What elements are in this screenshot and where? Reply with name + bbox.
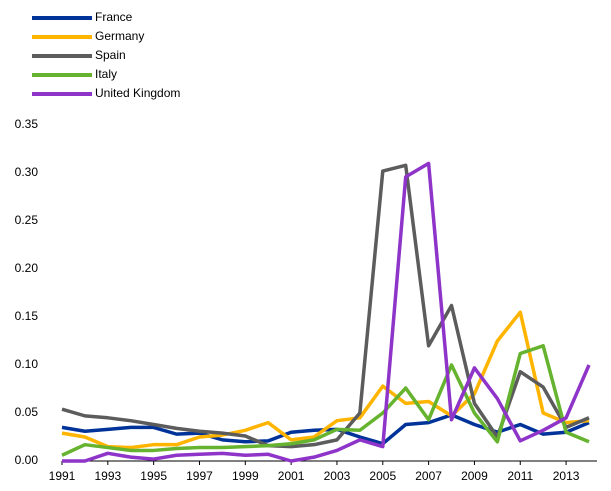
x-tick-label: 1997	[186, 469, 213, 483]
x-tick-label: 2005	[369, 469, 396, 483]
x-tick-label: 2011	[507, 469, 533, 483]
legend-label: Spain	[95, 48, 126, 62]
x-tick-label: 1999	[232, 469, 259, 483]
y-tick-label: 0.35	[15, 117, 39, 131]
x-tick-label: 2009	[461, 469, 488, 483]
y-tick-label: 0.30	[15, 165, 39, 179]
legend-label: Italy	[95, 67, 117, 81]
series-line	[61, 163, 590, 449]
y-tick-label: 0.00	[15, 453, 39, 467]
x-tick-label: 2001	[278, 469, 305, 483]
x-tick-label: 1993	[94, 469, 121, 483]
y-tick-label: 0.05	[15, 405, 39, 419]
y-tick-label: 0.15	[15, 309, 39, 323]
legend-label: United Kingdom	[95, 86, 180, 100]
y-tick-label: 0.25	[15, 213, 39, 227]
legend-label: France	[95, 10, 133, 24]
series-line	[61, 310, 590, 450]
x-tick-label: 1991	[49, 469, 76, 483]
x-tick-label: 2013	[553, 469, 580, 483]
y-tick-label: 0.20	[15, 261, 39, 275]
x-tick-label: 1995	[140, 469, 167, 483]
x-tick-label: 2007	[415, 469, 442, 483]
legend-label: Germany	[95, 29, 144, 43]
x-tick-label: 2003	[324, 469, 351, 483]
y-tick-label: 0.10	[15, 357, 39, 371]
series-line	[62, 161, 591, 463]
series-line	[61, 344, 590, 457]
